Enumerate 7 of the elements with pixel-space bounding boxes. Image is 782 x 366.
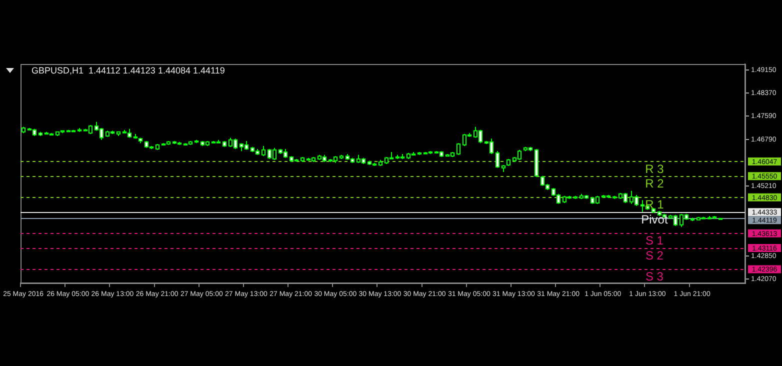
chart-title: GBPUSD,H1 1.44112 1.44123 1.44084 1.44119 bbox=[32, 65, 225, 76]
ref-line-label: S 1 bbox=[645, 234, 664, 248]
ref-line-label: R 2 bbox=[645, 176, 664, 190]
ref-line-label: S 3 bbox=[645, 270, 664, 284]
ref-line-label: R 3 bbox=[645, 162, 664, 176]
ref-line-label: S 2 bbox=[645, 248, 664, 262]
ref-line-label: R 1 bbox=[645, 198, 664, 212]
